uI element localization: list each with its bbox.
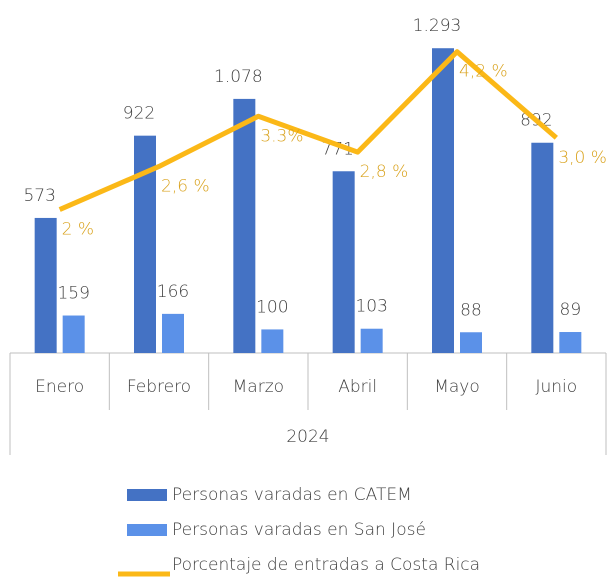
line-data-label: 2 % — [62, 220, 94, 240]
data-label: 103 — [355, 297, 387, 317]
bar — [62, 315, 85, 353]
line-data-label: 3.3% — [260, 126, 303, 146]
bar — [162, 313, 184, 353]
x-tick-label: Febrero — [127, 377, 191, 397]
data-label: 166 — [157, 282, 189, 302]
bar — [360, 328, 383, 353]
legend-label: Personas varadas en CATEM — [172, 485, 412, 505]
bar — [134, 135, 156, 353]
x-tick-label: Mayo — [434, 377, 480, 397]
x-tick-label: Enero — [35, 377, 84, 397]
bar — [261, 329, 284, 353]
bar — [332, 171, 355, 353]
bar — [432, 48, 454, 353]
bar — [460, 332, 482, 353]
legend-label: Porcentaje de entradas a Costa Rica — [172, 555, 480, 575]
data-label: 1.293 — [413, 16, 462, 36]
data-label: 159 — [57, 284, 89, 304]
line-series — [58, 49, 558, 212]
line-data-label: 2,6 % — [161, 176, 210, 196]
data-label: 573 — [23, 186, 55, 206]
legend-swatch — [127, 524, 167, 536]
data-label: 100 — [256, 297, 288, 317]
x-tick-label: Junio — [535, 377, 577, 397]
data-label: 89 — [560, 300, 582, 320]
bar — [559, 332, 582, 353]
x-tick-label: Abril — [338, 377, 377, 397]
bar — [34, 217, 57, 353]
line-data-label: 3,0 % — [558, 148, 607, 168]
bar — [233, 98, 256, 354]
x-axis-label: 2024 — [286, 427, 329, 447]
line-data-label: 2,8 % — [360, 162, 409, 182]
line-data-label: 4,2 % — [459, 62, 508, 82]
legend-label: Personas varadas en San José — [172, 520, 426, 540]
x-tick-label: Marzo — [233, 377, 284, 397]
data-label: 88 — [460, 300, 482, 320]
data-label: 922 — [123, 104, 155, 124]
data-label: 1.078 — [214, 67, 263, 87]
legend-swatch — [127, 489, 167, 501]
bar — [531, 142, 554, 353]
